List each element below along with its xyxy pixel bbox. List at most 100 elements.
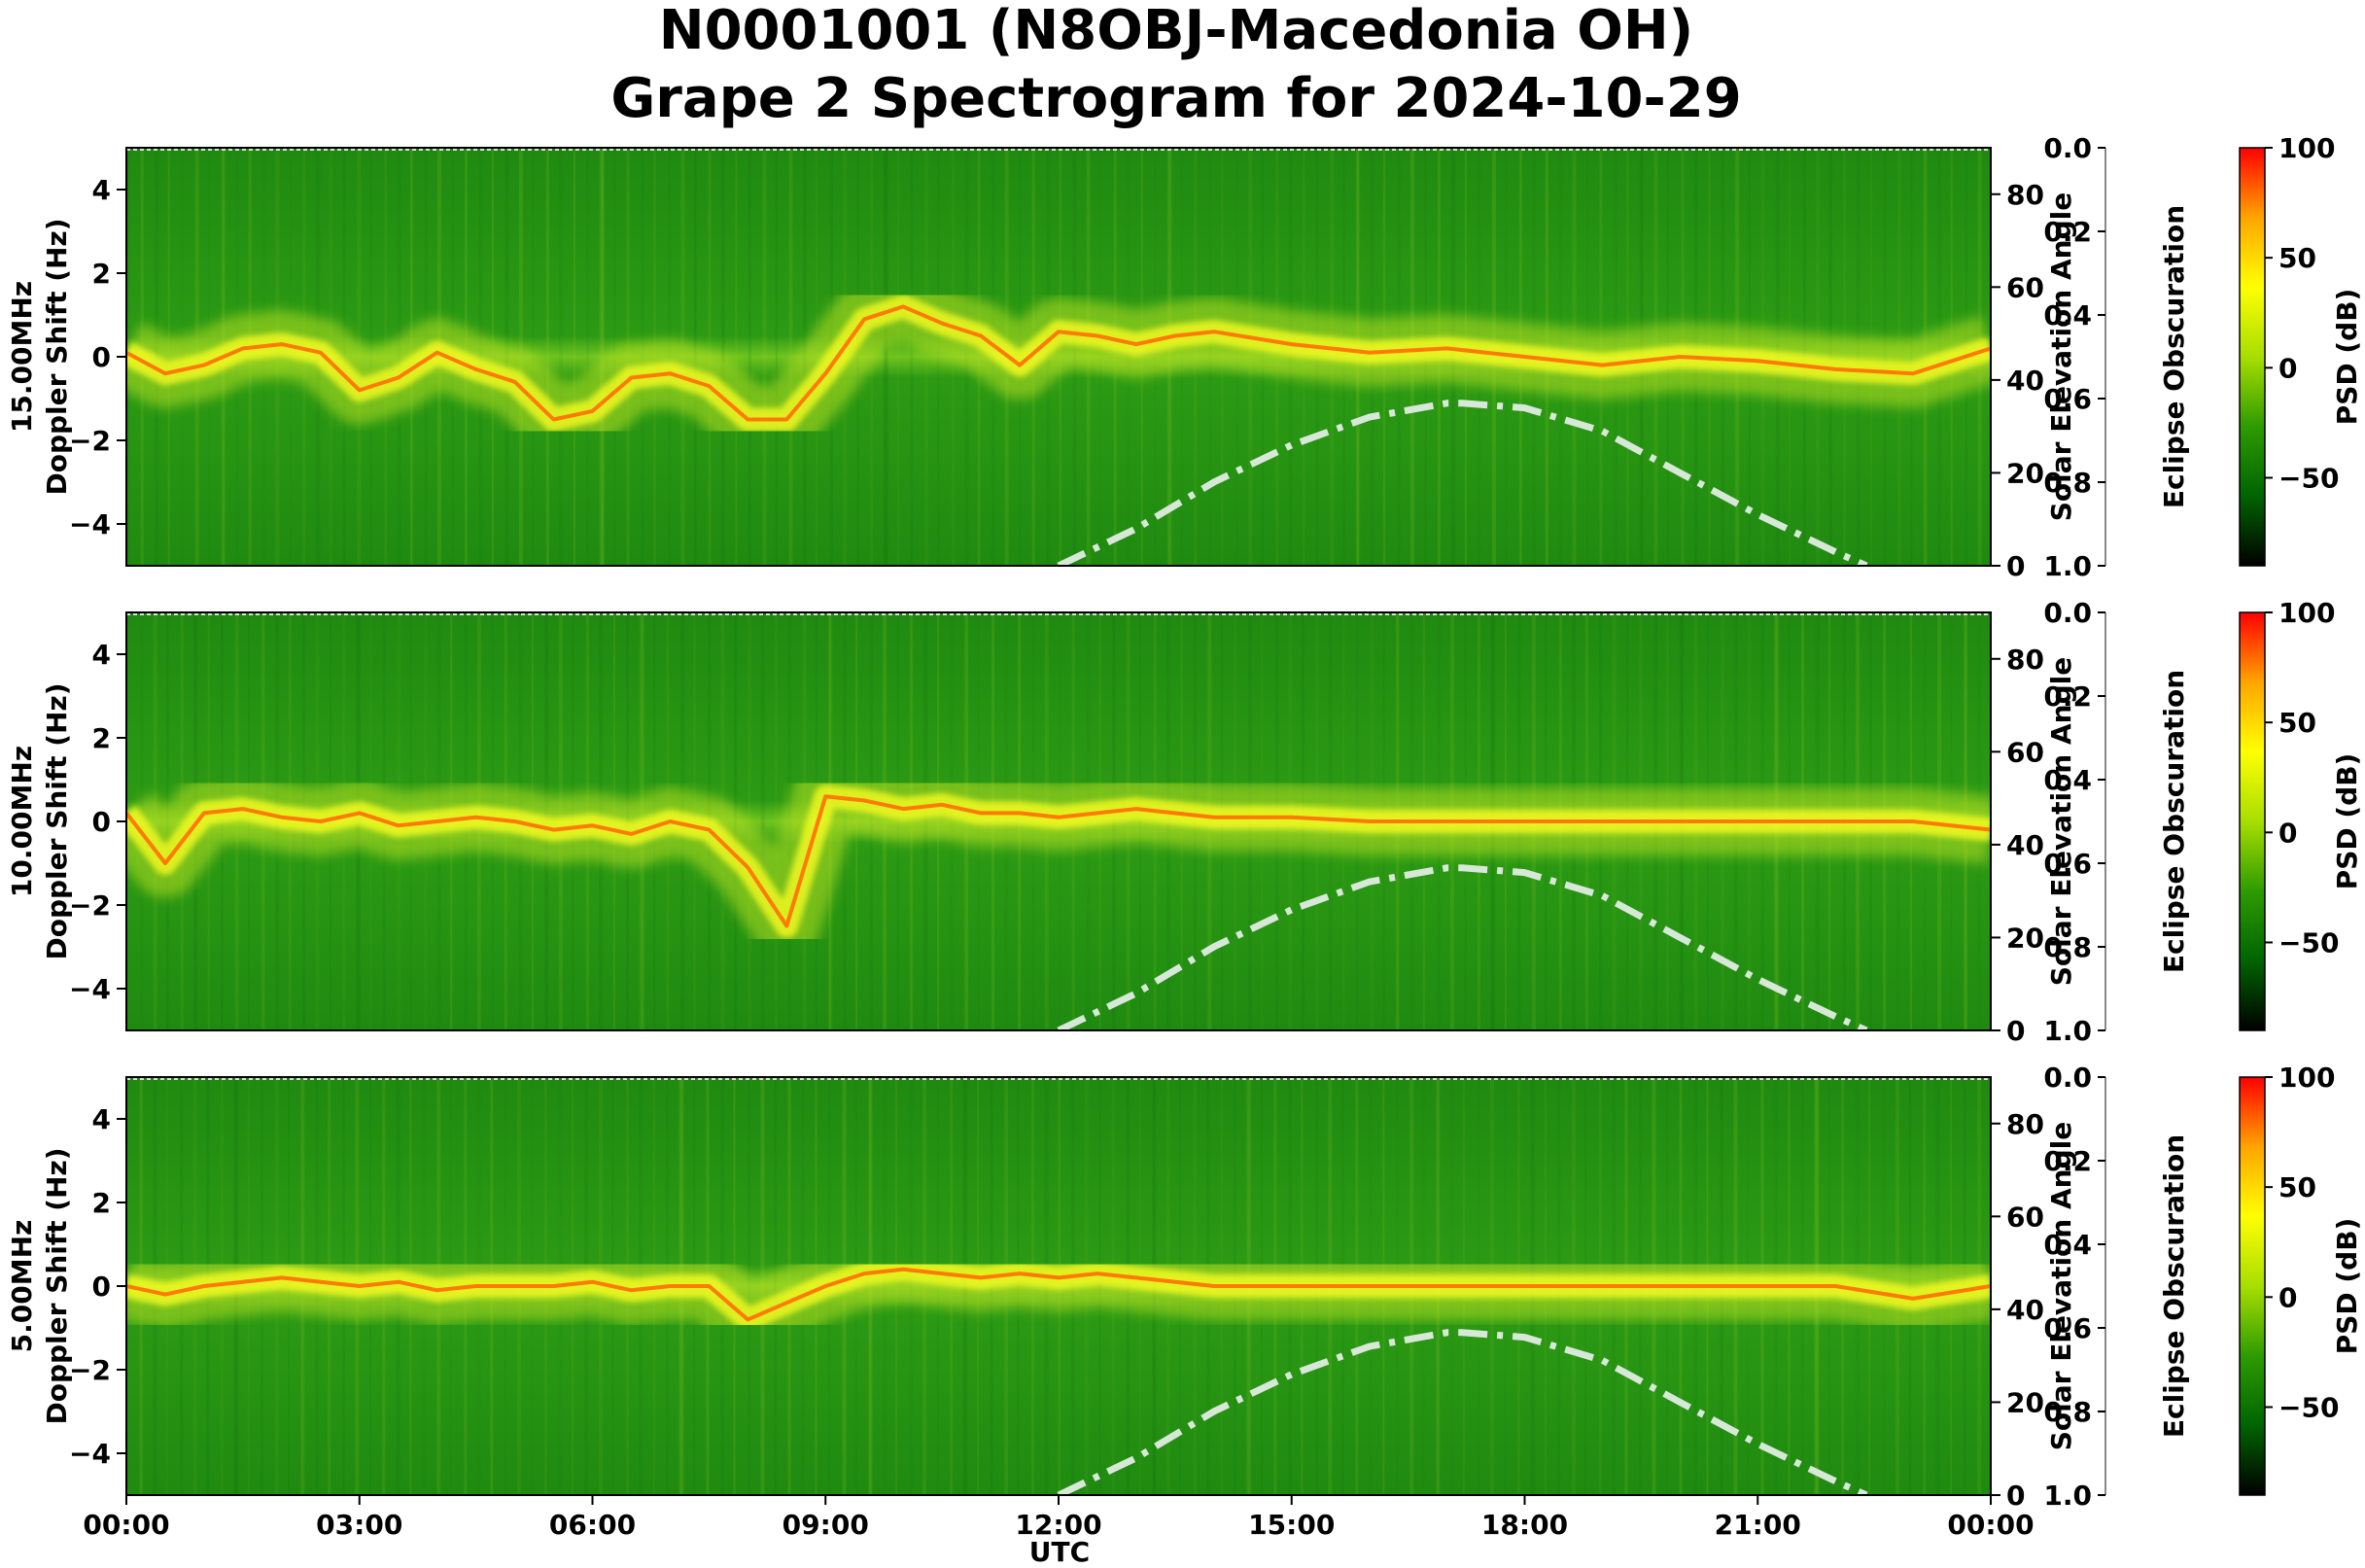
eclipse-tick-label: 0.2 bbox=[2043, 216, 2092, 248]
texture-streak bbox=[897, 148, 900, 566]
y-axis-label: Doppler Shift (Hz) bbox=[41, 218, 73, 495]
solar-tick-label: 0 bbox=[2006, 1015, 2025, 1047]
solar-tick-label: 80 bbox=[2006, 179, 2044, 211]
solar-tick-label: 20 bbox=[2006, 457, 2044, 489]
spectrogram-content bbox=[126, 1077, 1991, 1495]
chart-title-line2: Grape 2 Spectrogram for 2024-10-29 bbox=[610, 67, 1741, 130]
texture-streak bbox=[545, 148, 549, 566]
y-tick-label: 2 bbox=[92, 1187, 111, 1219]
x-tick-label: 12:00 bbox=[1015, 1509, 1101, 1541]
eclipse-tick-label: 0.0 bbox=[2043, 1062, 2092, 1094]
solar-tick-label: 60 bbox=[2006, 271, 2044, 303]
texture-streak bbox=[760, 612, 765, 1030]
y-tick-label: 4 bbox=[92, 639, 111, 671]
solar-elevation-curve bbox=[1057, 864, 1868, 1030]
solar-tick-label: 20 bbox=[2006, 1386, 2044, 1418]
y-tick-label: 4 bbox=[92, 1103, 111, 1135]
texture-streak bbox=[762, 148, 767, 566]
y-tick-label: 4 bbox=[92, 174, 111, 206]
solar-tick-label: 0 bbox=[2006, 550, 2025, 582]
eclipse-tick-label: 0.0 bbox=[2043, 132, 2092, 164]
panel-1: 420−2−410.00MHz Doppler Shift (Hz)0204060… bbox=[6, 597, 2363, 1047]
solar-elevation-curve bbox=[1057, 1329, 1868, 1495]
eclipse-tick-label: 0.6 bbox=[2043, 383, 2092, 415]
carrier-trace bbox=[126, 1267, 1991, 1322]
y-tick-label: 0 bbox=[92, 341, 111, 373]
colorbar-label: PSD (dB) bbox=[2331, 753, 2363, 890]
panel-2: 420−2−45.00MHz Doppler Shift (Hz)02040608… bbox=[6, 1062, 2363, 1512]
y-tick-label: −2 bbox=[69, 1354, 111, 1386]
carrier-trace bbox=[126, 794, 1991, 928]
texture-streak bbox=[559, 148, 564, 566]
solar-axis-label: Solar Elevation Angle bbox=[2045, 657, 2077, 986]
texture-streak bbox=[788, 148, 792, 566]
colorbar bbox=[2239, 611, 2266, 1031]
colorbar bbox=[2239, 147, 2266, 567]
texture-streak bbox=[748, 612, 751, 1030]
y-tick-label: 0 bbox=[92, 1271, 111, 1303]
y-tick-label: 2 bbox=[92, 722, 111, 754]
x-tick-label: 00:00 bbox=[83, 1509, 169, 1541]
colorbar-tick-label: 50 bbox=[2278, 242, 2316, 274]
colorbar-tick-label: 100 bbox=[2278, 132, 2335, 164]
x-tick-label: 03:00 bbox=[316, 1509, 402, 1541]
texture-streak bbox=[599, 148, 604, 566]
solar-tick-label: 60 bbox=[2006, 736, 2044, 768]
x-tick-label: 06:00 bbox=[549, 1509, 636, 1541]
frequency-label: 5.00MHz bbox=[6, 1220, 38, 1353]
y-tick-label: −4 bbox=[69, 508, 111, 540]
eclipse-tick-label: 0.8 bbox=[2043, 931, 2092, 963]
solar-tick-label: 80 bbox=[2006, 644, 2044, 676]
panel-0: 420−2−415.00MHz Doppler Shift (Hz)0204060… bbox=[6, 132, 2363, 582]
solar-axis-label: Solar Elevation Angle bbox=[2045, 1122, 2077, 1450]
texture-streak bbox=[789, 148, 793, 566]
x-tick-label: 00:00 bbox=[1947, 1509, 2034, 1541]
spectrogram-content bbox=[126, 612, 1991, 1030]
panels-container: 420−2−415.00MHz Doppler Shift (Hz)0204060… bbox=[6, 132, 2363, 1541]
colorbar-tick-label: 50 bbox=[2278, 1171, 2316, 1203]
texture-streak bbox=[910, 148, 914, 566]
spectrogram-content bbox=[126, 148, 1991, 566]
colorbar bbox=[2239, 1076, 2266, 1496]
eclipse-tick-label: 1.0 bbox=[2043, 1480, 2092, 1512]
texture-streak bbox=[775, 612, 778, 1030]
colorbar-tick-label: 50 bbox=[2278, 707, 2316, 739]
y-tick-label: 0 bbox=[92, 806, 111, 838]
eclipse-tick-label: 0.6 bbox=[2043, 1312, 2092, 1344]
texture-streak bbox=[924, 148, 929, 566]
eclipse-tick-label: 0.4 bbox=[2043, 299, 2092, 331]
colorbar-tick-label: −50 bbox=[2278, 926, 2339, 958]
eclipse-axis-label: Eclipse Obscuration bbox=[2158, 1134, 2190, 1438]
eclipse-tick-label: 0.0 bbox=[2043, 597, 2092, 629]
solar-tick-label: 20 bbox=[2006, 922, 2044, 954]
x-tick-label: 21:00 bbox=[1715, 1509, 1801, 1541]
x-tick-label: 18:00 bbox=[1481, 1509, 1568, 1541]
eclipse-tick-label: 0.8 bbox=[2043, 467, 2092, 499]
texture-streak bbox=[735, 148, 738, 566]
frequency-label: 15.00MHz bbox=[6, 281, 38, 433]
eclipse-tick-label: 1.0 bbox=[2043, 1015, 2092, 1047]
colorbar-tick-label: 100 bbox=[2278, 597, 2335, 629]
y-axis-label: Doppler Shift (Hz) bbox=[41, 1147, 73, 1424]
texture-streak bbox=[775, 148, 778, 566]
texture-streak bbox=[883, 148, 887, 566]
eclipse-tick-label: 0.2 bbox=[2043, 680, 2092, 713]
y-tick-label: −4 bbox=[69, 973, 111, 1005]
solar-axis-label: Solar Elevation Angle bbox=[2045, 192, 2077, 521]
colorbar-tick-label: 100 bbox=[2278, 1062, 2335, 1094]
solar-tick-label: 0 bbox=[2006, 1480, 2025, 1512]
texture-streak bbox=[573, 148, 575, 566]
eclipse-axis-label: Eclipse Obscuration bbox=[2158, 205, 2190, 508]
colorbar-tick-label: 0 bbox=[2278, 817, 2297, 849]
y-axis-label: Doppler Shift (Hz) bbox=[41, 682, 73, 959]
eclipse-tick-label: 0.8 bbox=[2043, 1396, 2092, 1428]
eclipse-tick-label: 0.6 bbox=[2043, 848, 2092, 880]
colorbar-tick-label: −50 bbox=[2278, 1391, 2339, 1423]
colorbar-label: PSD (dB) bbox=[2331, 289, 2363, 426]
solar-elevation-curve bbox=[1057, 400, 1868, 566]
texture-streak bbox=[586, 148, 590, 566]
colorbar-tick-label: 0 bbox=[2278, 1281, 2297, 1313]
colorbar-label: PSD (dB) bbox=[2331, 1218, 2363, 1355]
y-tick-label: −4 bbox=[69, 1438, 111, 1470]
